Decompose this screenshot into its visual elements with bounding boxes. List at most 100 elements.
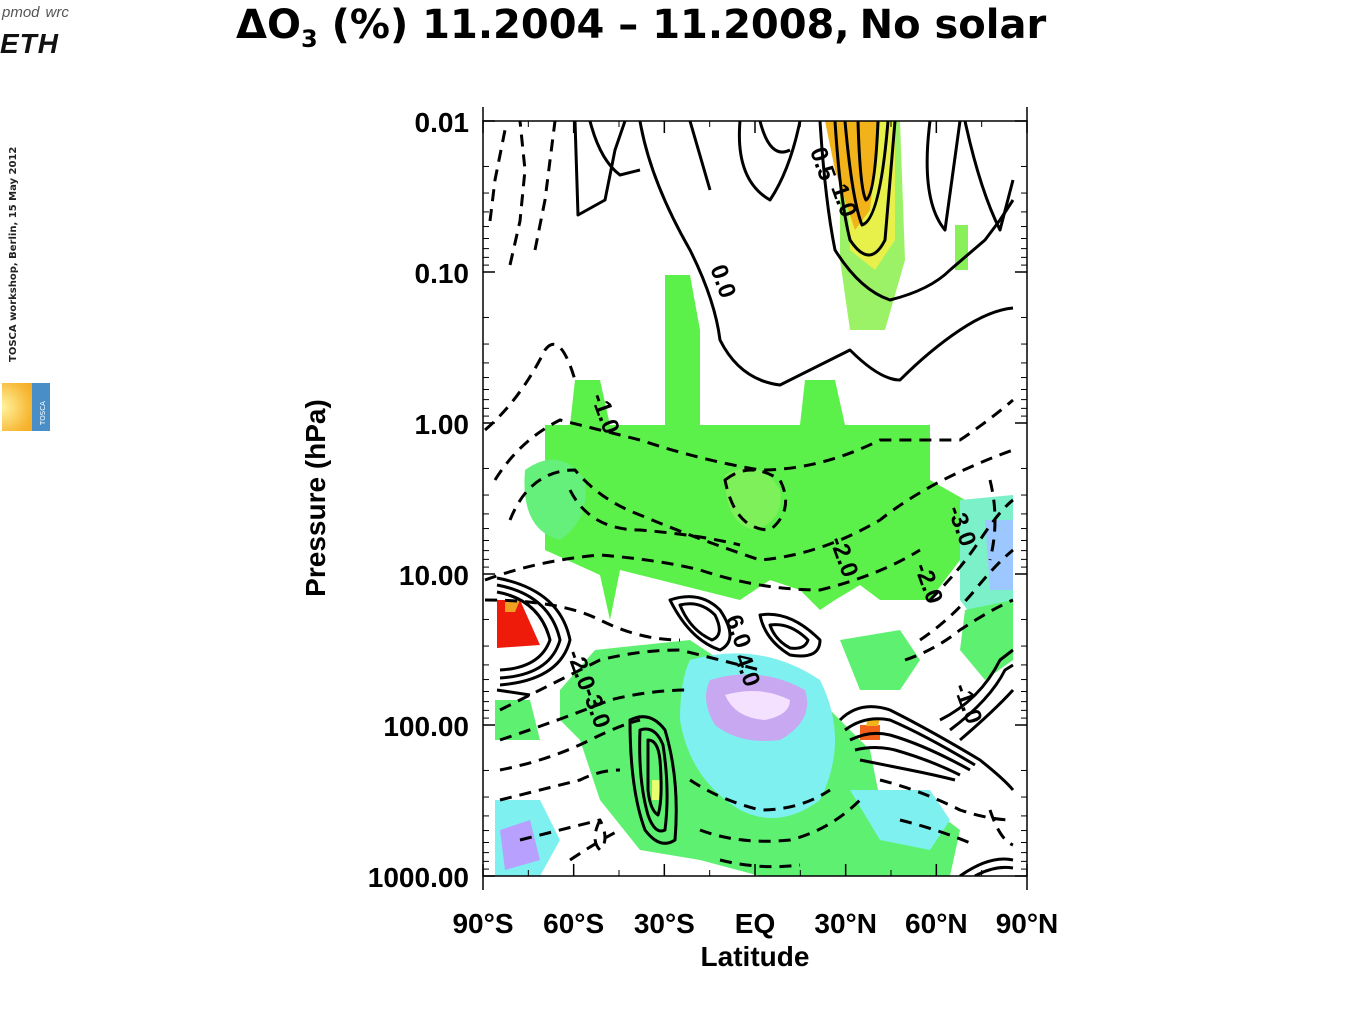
solid-contour-5: [758, 121, 791, 154]
filled-region-1: [665, 275, 700, 425]
dashed-contour-15: [569, 828, 621, 862]
dashed-contour-9: [484, 598, 681, 642]
x-axis-label: Latitude: [701, 941, 810, 972]
x-tick-label: 90°S: [452, 908, 513, 939]
solid-contour-0: [573, 121, 627, 217]
title-delta: ΔO: [236, 2, 301, 48]
y-axis-label: Pressure (hPa): [300, 399, 331, 597]
solid-contour-29: [949, 663, 1014, 732]
solid-contour-18: [758, 612, 822, 658]
filled-region-23: [505, 600, 520, 612]
dashed-contour-5: [508, 448, 1014, 562]
x-tick-label: 60°S: [543, 908, 604, 939]
solid-contour-13: [496, 583, 562, 680]
solid-contour-4: [737, 121, 802, 202]
solid-contour-17: [678, 602, 721, 642]
solid-contour-15: [496, 688, 531, 697]
solid-contour-12: [496, 576, 572, 687]
dashed-contour-25: [593, 818, 607, 852]
dashed-contour-6: [723, 468, 788, 532]
tosca-logo: TOSCA: [2, 383, 50, 431]
solid-contour-9: [856, 121, 880, 202]
solid-contour-28: [939, 648, 1014, 722]
dashed-contour-4: [493, 398, 1014, 481]
solid-contour-26: [854, 746, 961, 777]
x-tick-label: 60°N: [905, 908, 968, 939]
tosca-logo-text: TOSCA: [39, 401, 47, 426]
dashed-contour-10: [499, 648, 761, 712]
solid-contour-24: [844, 717, 976, 767]
y-tick-label: 1.00: [415, 409, 470, 440]
x-tick-label: 30°S: [634, 908, 695, 939]
solid-contour-3: [688, 121, 712, 191]
filled-region-3: [800, 380, 845, 425]
solid-contour-6: [818, 121, 1015, 302]
filled-region-11: [985, 520, 1013, 590]
y-tick-label: 0.01: [415, 107, 470, 138]
solid-contour-11: [963, 121, 1015, 232]
dashed-contour-8: [484, 548, 921, 592]
solid-contour-27: [859, 758, 956, 782]
dashed-contour-26: [988, 809, 1014, 847]
page-title: ΔO3 (%) 11.2004 – 11.2008, No solar: [236, 2, 1046, 53]
title-tail: No solar: [859, 2, 1047, 48]
solid-contour-30: [959, 688, 1015, 742]
x-tick-label: 30°N: [814, 908, 877, 939]
axes-layer: 0.01 0.10 1.00 10.00 100.00 1000.00 90°S 60°S 30…: [300, 107, 1058, 972]
filled-region-19: [840, 630, 920, 690]
dashed-contour-18: [719, 858, 801, 869]
solid-contour-31: [959, 857, 1014, 876]
dashed-contour-24: [988, 479, 997, 561]
solid-contour-25: [849, 731, 971, 772]
dashed-contour-1: [508, 121, 527, 266]
solid-contour-14: [496, 590, 552, 672]
dashed-contour-16: [689, 778, 831, 812]
y-tick-label: 10.00: [399, 560, 469, 591]
dashed-contour-21: [928, 498, 1014, 602]
dashed-contour-7: [568, 489, 741, 547]
dashed-contour-13: [499, 768, 621, 802]
dashed-contour-23: [904, 598, 1014, 662]
solid-contour-23: [838, 705, 1015, 791]
filled-region-15: [725, 691, 790, 720]
dashed-contour-12: [499, 718, 641, 772]
x-tick-label: 90°N: [996, 908, 1059, 939]
contour-fill-layer: [495, 121, 1013, 876]
dashed-contour-14: [519, 818, 601, 842]
solid-contour-7: [833, 121, 897, 257]
y-tick-label: 1000.00: [368, 862, 469, 893]
wrc-text: wrc: [45, 4, 69, 21]
x-tick-label: EQ: [735, 908, 775, 939]
title-period: (%) 11.2004 – 11.2008,: [317, 2, 850, 48]
y-tick-label: 0.10: [415, 258, 470, 289]
title-subscript: 3: [300, 25, 318, 53]
filled-region-17: [500, 820, 540, 870]
dashed-contour-3: [484, 342, 577, 432]
filled-region-21: [495, 700, 540, 740]
contour-line-layer: [484, 121, 1015, 876]
solid-contour-8: [843, 121, 890, 227]
dashed-contour-0: [488, 129, 507, 222]
solid-contour-21: [638, 727, 669, 833]
dashed-contour-2: [533, 121, 557, 251]
filled-region-2: [570, 380, 610, 425]
pmod-wrc-logo: pmod wrc: [2, 4, 75, 21]
dashed-contour-20: [899, 818, 976, 847]
filled-region-22: [497, 600, 540, 648]
dashed-contour-17: [699, 798, 862, 843]
dashed-contour-19: [879, 778, 1014, 822]
solid-contour-19: [768, 623, 810, 650]
solid-contour-16: [668, 595, 732, 652]
solid-contour-1: [588, 121, 641, 177]
dashed-contour-22: [919, 548, 1014, 642]
solid-contour-22: [646, 738, 663, 817]
filled-region-20: [960, 600, 1013, 680]
solid-contour-10: [925, 121, 962, 232]
solid-contour-32: [974, 865, 1014, 876]
eth-logo: ETH: [0, 28, 59, 59]
pmod-text: pmod: [2, 4, 40, 21]
y-tick-label: 100.00: [383, 711, 469, 742]
solid-contour-20: [628, 715, 678, 845]
solid-contour-2: [638, 121, 1014, 387]
